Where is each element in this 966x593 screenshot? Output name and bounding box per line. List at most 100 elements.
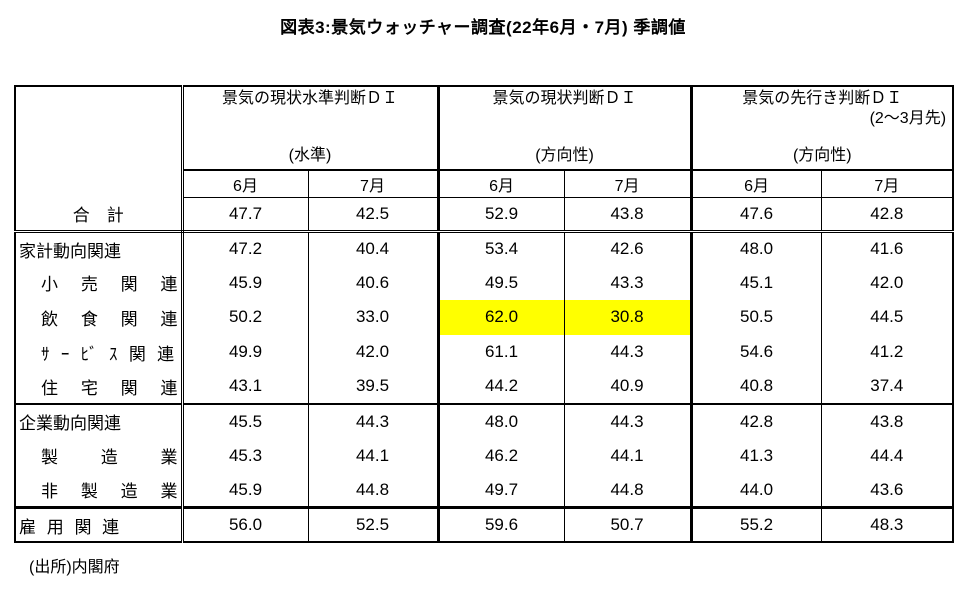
value-cell: 41.6 bbox=[820, 231, 954, 266]
value-cell: 41.2 bbox=[820, 334, 954, 370]
value-cell: 42.8 bbox=[820, 197, 954, 233]
value-cell: 44.8 bbox=[307, 473, 439, 508]
month-header: 6月 bbox=[689, 170, 822, 198]
table-row-employment: 雇 用 関 連 56.0 52.5 59.6 50.7 55.2 48.3 bbox=[15, 506, 954, 543]
value-cell: 50.2 bbox=[228, 307, 263, 327]
table-row-food: 飲 食 関 連 50.2 33.0 62.0 30.8 50.5 44.5 bbox=[15, 300, 954, 335]
table-row-nonmanufacturing: 非 製 造 業 45.9 44.8 49.7 44.8 44.0 43.6 bbox=[15, 473, 954, 508]
row-label: 飲 食 関 連 bbox=[15, 300, 184, 335]
row-label: 小 売 関 連 bbox=[15, 265, 184, 301]
value-cell: 50.5 bbox=[689, 300, 822, 335]
row-label: 住 宅 関 連 bbox=[15, 369, 184, 404]
value-cell: 40.9 bbox=[563, 369, 692, 404]
group-header-current-level: 景気の現状水準判断ＤＩ (水準) bbox=[182, 86, 439, 171]
value-cell: 43.8 bbox=[820, 402, 954, 439]
value-cell: 48.3 bbox=[820, 506, 954, 543]
highlighted-value-cell: 30.8 bbox=[563, 300, 692, 335]
value-cell: 52.5 bbox=[307, 506, 439, 543]
table-row-retail: 小 売 関 連 45.9 40.6 49.5 43.3 45.1 42.0 bbox=[15, 265, 954, 301]
group-note: (方向性) bbox=[535, 147, 594, 164]
table-row-services: ｻ ｰ ﾋﾞ ｽ 関 連 49.9 42.0 61.1 44.3 54.6 41… bbox=[15, 334, 954, 370]
value-cell: 44.5 bbox=[820, 300, 954, 335]
highlighted-value-cell: 62.0 bbox=[436, 300, 565, 335]
value-cell: 44.0 bbox=[689, 473, 822, 508]
value-cell: 49.5 bbox=[436, 265, 565, 301]
value-cell: 37.4 bbox=[820, 369, 954, 404]
row-label: 家計動向関連 bbox=[15, 231, 184, 266]
value-cell: 41.3 bbox=[689, 438, 822, 474]
value-cell: 43.1 bbox=[228, 376, 263, 396]
table-row-total: 合 計 47.7 42.5 52.9 43.8 47.6 42.8 bbox=[15, 197, 954, 233]
value-cell: 56.0 bbox=[182, 506, 308, 543]
figure-title: 図表3:景気ウォッチャー調査(22年6月・7月) 季調値 bbox=[280, 18, 686, 37]
di-table: 景気の現状水準判断ＤＩ (水準) 景気の現状判断ＤＩ (方向性) 景気の先行き判… bbox=[14, 85, 955, 544]
value-cell: 47.7 bbox=[182, 197, 308, 233]
month-header-row: 6月 7月 6月 7月 6月 7月 bbox=[15, 170, 954, 198]
group-note: (水準) bbox=[288, 147, 332, 164]
value-cell: 44.3 bbox=[563, 334, 692, 370]
row-label: 雇 用 関 連 bbox=[15, 506, 184, 543]
month-header: 6月 bbox=[436, 170, 565, 198]
table-row-household: 家計動向関連 47.2 40.4 53.4 42.6 48.0 41.6 bbox=[15, 231, 954, 266]
value-cell: 49.9 bbox=[228, 342, 263, 362]
table-row-housing: 住 宅 関 連 43.1 39.5 44.2 40.9 40.8 37.4 bbox=[15, 369, 954, 404]
value-cell: 42.5 bbox=[307, 197, 439, 233]
value-cell: 42.0 bbox=[820, 265, 954, 301]
month-header: 7月 bbox=[307, 170, 439, 198]
value-cell: 48.0 bbox=[436, 402, 565, 439]
group-title: 景気の現状判断ＤＩ bbox=[492, 90, 637, 107]
value-cell: 50.7 bbox=[563, 506, 692, 543]
group-subtitle: (2〜3月先) bbox=[869, 110, 947, 127]
month-header: 7月 bbox=[820, 170, 954, 198]
group-note: (方向性) bbox=[792, 147, 852, 164]
value-cell: 44.4 bbox=[820, 438, 954, 474]
table-row-manufacturing: 製 造 業 45.3 44.1 46.2 44.1 41.3 44.4 bbox=[15, 438, 954, 474]
value-cell: 40.4 bbox=[307, 231, 439, 266]
value-cell: 40.6 bbox=[307, 265, 439, 301]
source-note: (出所)内閣府 bbox=[29, 559, 120, 576]
value-cell: 40.8 bbox=[689, 369, 822, 404]
row-label: ｻ ｰ ﾋﾞ ｽ 関 連 bbox=[15, 334, 184, 370]
month-header: 6月 bbox=[182, 170, 308, 198]
group-title: 景気の先行き判断ＤＩ bbox=[742, 90, 903, 107]
value-cell: 42.8 bbox=[689, 402, 822, 439]
value-cell: 44.3 bbox=[563, 402, 692, 439]
value-cell: 42.6 bbox=[563, 231, 692, 266]
value-cell: 43.6 bbox=[820, 473, 954, 508]
value-cell: 47.2 bbox=[228, 239, 263, 259]
value-cell: 33.0 bbox=[307, 300, 439, 335]
value-cell: 45.9 bbox=[228, 272, 263, 292]
row-label: 合 計 bbox=[15, 197, 184, 233]
value-cell: 55.2 bbox=[689, 506, 822, 543]
value-cell: 45.9 bbox=[228, 479, 263, 499]
value-cell: 48.0 bbox=[689, 231, 822, 266]
value-cell: 44.3 bbox=[307, 402, 439, 439]
value-cell: 47.6 bbox=[689, 197, 822, 233]
group-header-row: 景気の現状水準判断ＤＩ (水準) 景気の現状判断ＤＩ (方向性) 景気の先行き判… bbox=[15, 86, 954, 197]
value-cell: 44.2 bbox=[436, 369, 565, 404]
row-label: 製 造 業 bbox=[15, 438, 184, 474]
value-cell: 45.3 bbox=[228, 445, 263, 465]
value-cell: 59.6 bbox=[436, 506, 565, 543]
value-cell: 39.5 bbox=[307, 369, 439, 404]
group-header-outlook: 景気の先行き判断ＤＩ (2〜3月先) (方向性) bbox=[689, 86, 954, 171]
table-row-corporate: 企業動向関連 45.5 44.3 48.0 44.3 42.8 43.8 bbox=[15, 402, 954, 439]
value-cell: 43.3 bbox=[563, 265, 692, 301]
value-cell: 44.1 bbox=[307, 438, 439, 474]
value-cell: 61.1 bbox=[436, 334, 565, 370]
value-cell: 44.8 bbox=[563, 473, 692, 508]
month-header: 7月 bbox=[563, 170, 692, 198]
value-cell: 53.4 bbox=[436, 231, 565, 266]
value-cell: 45.5 bbox=[182, 402, 308, 439]
row-label: 非 製 造 業 bbox=[15, 473, 184, 508]
value-cell: 43.8 bbox=[563, 197, 692, 233]
group-header-current-direction: 景気の現状判断ＤＩ (方向性) bbox=[436, 86, 692, 171]
value-cell: 49.7 bbox=[436, 473, 565, 508]
value-cell: 54.6 bbox=[689, 334, 822, 370]
value-cell: 42.0 bbox=[307, 334, 439, 370]
group-title: 景気の現状水準判断ＤＩ bbox=[222, 90, 399, 107]
value-cell: 45.1 bbox=[689, 265, 822, 301]
value-cell: 46.2 bbox=[436, 438, 565, 474]
value-cell: 52.9 bbox=[436, 197, 565, 233]
